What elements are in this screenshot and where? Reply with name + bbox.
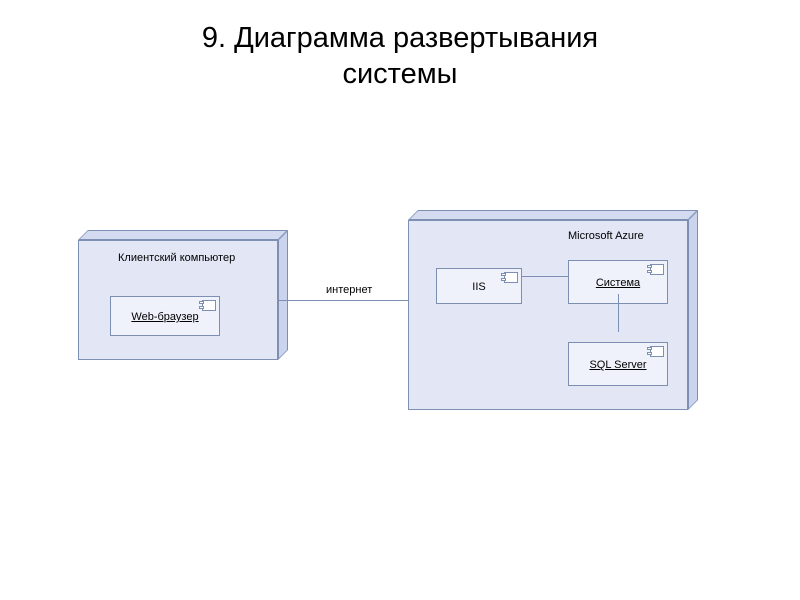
- component-sql: SQL Server: [568, 342, 668, 386]
- title-line-1: 9. Диаграмма развертывания: [202, 22, 598, 54]
- component-browser: Web-браузер: [110, 296, 220, 336]
- component-label-system: Система: [569, 277, 667, 289]
- component-iis: IIS: [436, 268, 522, 304]
- edge-client-azure: [278, 300, 408, 301]
- node-label-azure: Microsoft Azure: [568, 230, 644, 242]
- component-label-sql: SQL Server: [569, 359, 667, 371]
- edge-system-sql: [618, 294, 619, 332]
- slide-title: 9. Диаграмма развертывания системы: [0, 0, 800, 93]
- component-icon: [650, 264, 664, 275]
- component-icon: [650, 346, 664, 357]
- component-icon: [504, 272, 518, 283]
- component-icon: [202, 300, 216, 311]
- node-client: Клиентский компьютер Web-браузер: [78, 230, 288, 360]
- edge-label-client-azure: интернет: [326, 284, 372, 296]
- deployment-diagram: Клиентский компьютер Web-браузер Microsoft…: [78, 200, 718, 460]
- title-line-2: системы: [342, 58, 457, 90]
- node-label-client: Клиентский компьютер: [118, 252, 235, 264]
- node-azure: Microsoft Azure IIS Система SQL Server: [408, 210, 698, 410]
- edge-iis-system: [522, 276, 568, 277]
- component-label-browser: Web-браузер: [111, 311, 219, 323]
